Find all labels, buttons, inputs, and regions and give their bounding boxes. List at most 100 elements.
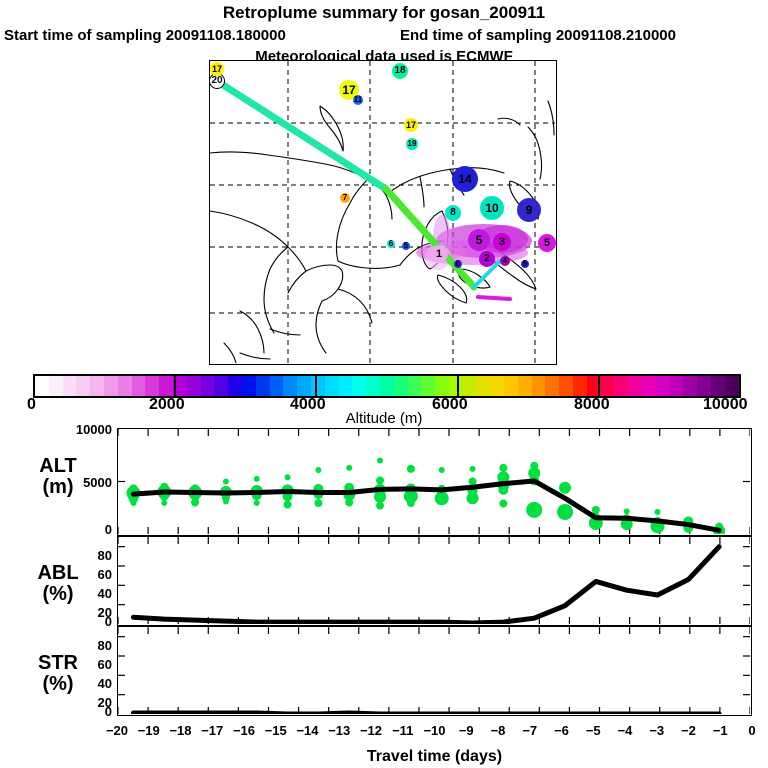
colorbar-swatch	[117, 376, 132, 396]
colorbar-swatch	[586, 376, 601, 396]
alt-scatter-point	[528, 467, 541, 480]
x-tick-label: −5	[585, 723, 601, 738]
map-marker[interactable]: 4	[500, 256, 510, 266]
map-marker[interactable]: 10	[480, 196, 504, 220]
alt-scatter-point	[222, 478, 229, 485]
colorbar-swatch	[35, 376, 49, 396]
plot-ticks	[118, 627, 751, 714]
alt-scatter-point	[346, 464, 353, 471]
map-marker[interactable]: 18	[392, 63, 408, 79]
map-marker-label: 2	[484, 253, 490, 264]
abl-ytick-80: 80	[97, 548, 112, 563]
map-marker-label: 11	[353, 95, 363, 104]
colorbar-swatch	[407, 376, 422, 396]
colorbar-swatch	[310, 376, 325, 396]
colorbar-swatch	[545, 376, 560, 396]
map-marker[interactable]: 5	[538, 234, 556, 252]
map-marker[interactable]: 11	[353, 95, 363, 105]
colorbar-swatch	[504, 376, 518, 396]
alt-scatter-point	[130, 500, 137, 507]
alt-scatter-point	[557, 503, 574, 520]
colorbar-swatch	[448, 376, 463, 396]
str-plot	[118, 627, 751, 715]
x-tick-label: −11	[392, 723, 414, 738]
trajectory-path	[216, 79, 512, 301]
alt-scatter-point	[559, 481, 572, 494]
colorbar-swatch	[366, 376, 380, 396]
map-marker[interactable]: 14	[452, 166, 478, 192]
map-marker[interactable]: 2	[479, 251, 495, 267]
map-marker[interactable]: 17	[210, 62, 224, 76]
str-ytick-20: 20	[97, 695, 112, 710]
map-marker[interactable]: 9	[517, 198, 541, 222]
x-tick-label: −12	[359, 723, 383, 738]
colorbar-swatch	[76, 376, 91, 396]
colorbar-divider	[33, 374, 35, 398]
x-tick-label: −2	[681, 723, 696, 738]
colorbar-swatch	[393, 376, 408, 396]
colorbar-swatch	[683, 376, 698, 396]
map-marker-label: 8	[450, 207, 456, 218]
retroplume-map[interactable]: 20 17 17 11 18 17 19 7 6 5 14 8 10 9 1 5 2 3 4 6 5 5	[209, 60, 557, 365]
colorbar-swatch	[159, 376, 173, 396]
abl-ytick-60: 60	[97, 567, 112, 582]
alt-scatter-point	[438, 466, 445, 473]
colorbar-divider	[173, 374, 176, 398]
alt-scatter-point	[253, 500, 260, 507]
map-marker-label: 17	[211, 63, 222, 74]
colorbar-swatch	[697, 376, 712, 396]
abl-panel[interactable]	[117, 536, 752, 626]
alt-scatter-point	[654, 508, 661, 515]
str-ytick-40: 40	[97, 676, 112, 691]
x-tick-label: −9	[458, 723, 474, 738]
alt-scatter-point	[283, 500, 292, 509]
alt-panel[interactable]	[117, 428, 752, 536]
colorbar-swatch	[324, 376, 339, 396]
x-tick-label: −6	[554, 723, 569, 738]
map-marker-label: 5	[475, 233, 483, 247]
colorbar-swatch	[531, 376, 546, 396]
altitude-colorbar	[33, 374, 741, 398]
map-marker[interactable]: 5	[468, 229, 490, 251]
map-marker[interactable]: 17	[404, 118, 418, 132]
colorbar-swatch	[379, 376, 394, 396]
colorbar-divider	[315, 374, 318, 398]
start-time-label: Start time of sampling 20091108.180000	[4, 27, 286, 44]
alt-scatter-point	[377, 457, 384, 464]
abl-plot	[118, 537, 751, 625]
alt-scatter-point	[406, 464, 415, 473]
colorbar-axis-title: Altitude (m)	[345, 410, 423, 427]
map-marker-label: 6	[388, 239, 394, 248]
alt-scatter-point	[315, 466, 322, 473]
x-tick-label: −19	[137, 723, 160, 738]
map-marker[interactable]: 6	[454, 260, 462, 268]
str-panel[interactable]	[117, 626, 752, 716]
colorbar-swatch	[642, 376, 656, 396]
map-marker[interactable]: 5	[521, 260, 529, 268]
colorbar-gradient	[33, 374, 741, 398]
map-marker[interactable]: 6	[387, 240, 395, 248]
colorbar-swatch	[628, 376, 643, 396]
map-marker-label: 9	[525, 203, 533, 217]
colorbar-swatch	[338, 376, 353, 396]
map-marker-label: 3	[498, 235, 506, 248]
alt-scatter-point	[406, 499, 415, 508]
abl-ytick-20: 20	[97, 605, 112, 620]
map-marker[interactable]: 3	[493, 233, 511, 251]
colorbar-swatch	[90, 376, 104, 396]
colorbar-swatch	[614, 376, 629, 396]
alt-scatter-point	[466, 492, 479, 505]
colorbar-swatch	[655, 376, 670, 396]
map-marker[interactable]: 5	[402, 242, 410, 250]
map-marker[interactable]: 1	[430, 245, 448, 263]
str-line	[130, 710, 722, 715]
alt-scatter-point	[499, 499, 508, 508]
map-marker[interactable]: 19	[406, 138, 418, 150]
colorbar-swatch	[600, 376, 615, 396]
x-tick-label: −15	[264, 723, 287, 738]
alt-scatter-point	[161, 500, 168, 507]
map-marker[interactable]: 7	[340, 193, 350, 203]
abl-axis-label: ABL (%)	[37, 562, 79, 605]
map-marker[interactable]: 8	[445, 205, 461, 221]
colorbar-swatch	[172, 376, 187, 396]
